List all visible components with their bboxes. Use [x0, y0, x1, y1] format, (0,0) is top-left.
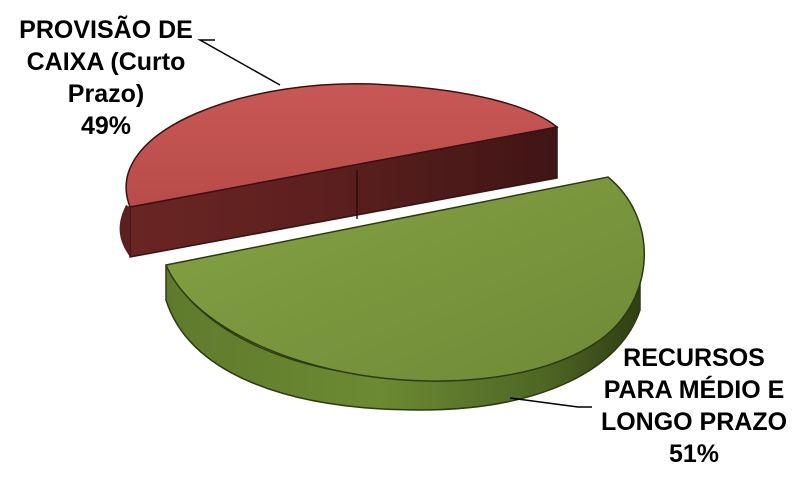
slice-label-0-percent: 49% — [80, 112, 132, 140]
slice-label-1: RECURSOS PARA MÉDIO E LONGO PRAZO 51% — [592, 342, 794, 470]
slice-0-group — [119, 83, 559, 258]
slice-label-0: PROVISÃO DE CAIXA (Curto Prazo) 49% — [6, 14, 206, 142]
slice-label-1-line-3: LONGO PRAZO — [600, 408, 788, 436]
leader-line-0 — [197, 39, 281, 86]
slice-label-1-percent: 51% — [668, 440, 720, 468]
slice-label-0-line-2: CAIXA (Curto — [26, 48, 186, 76]
slice-1-top — [164, 176, 646, 382]
slice-label-0-line-3: Prazo) — [67, 80, 145, 108]
slice-1-group — [164, 176, 646, 411]
slice-0-top — [125, 83, 559, 208]
slice-label-1-line-1: RECURSOS — [623, 344, 765, 372]
slice-label-0-line-1: PROVISÃO DE — [19, 16, 193, 44]
slice-0-rim — [119, 205, 130, 257]
slice-label-1-line-2: PARA MÉDIO E — [603, 376, 785, 404]
leader-line-1 — [509, 397, 592, 408]
